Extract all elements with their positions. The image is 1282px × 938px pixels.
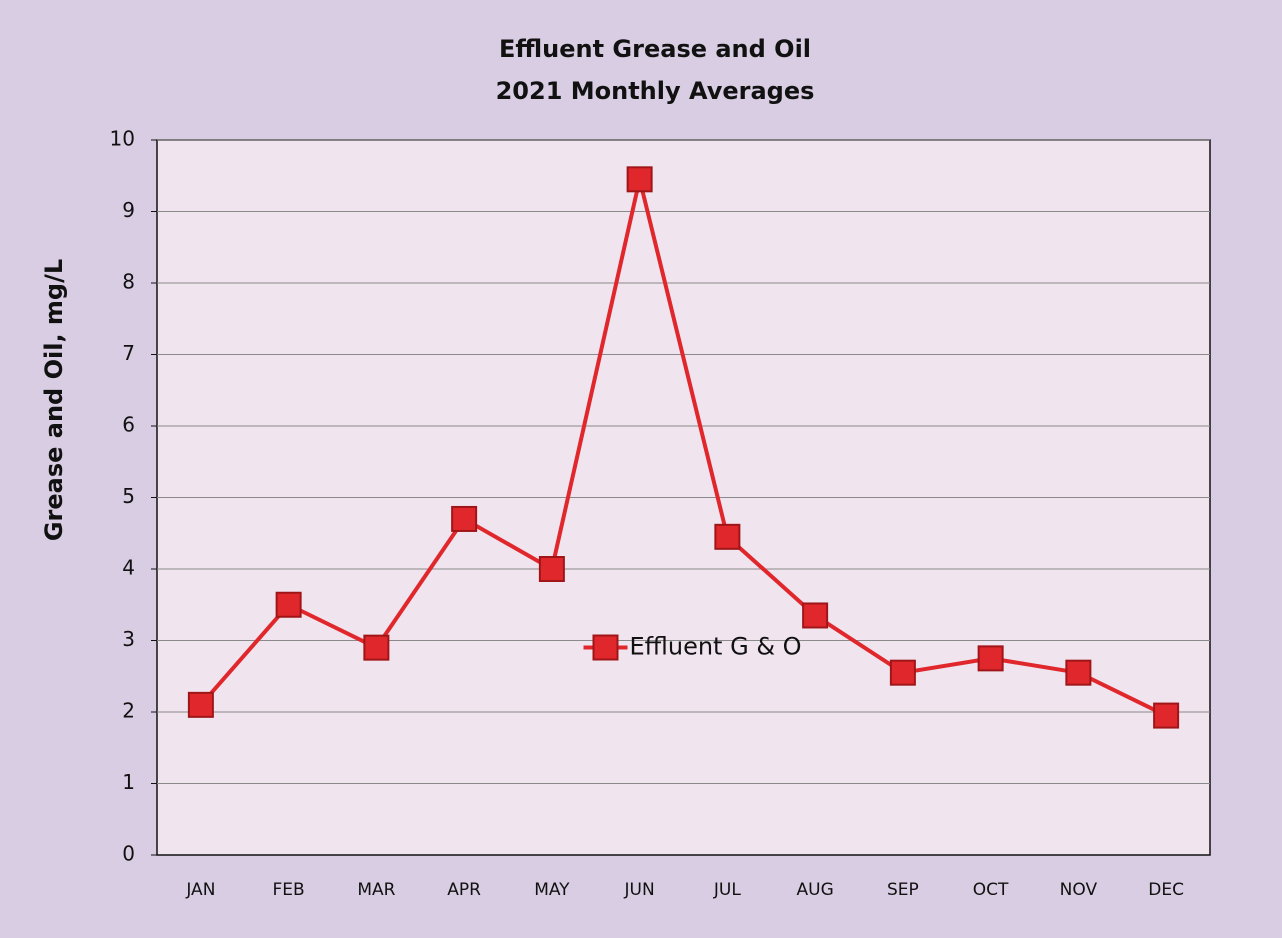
marker	[187, 691, 214, 718]
y-tick-label: 3	[122, 627, 135, 651]
x-tick-label: MAY	[534, 880, 570, 900]
x-tick-label: JUL	[713, 880, 741, 900]
marker	[363, 634, 390, 661]
x-tick-label: SEP	[887, 880, 919, 900]
chart-subtitle: 2021 Monthly Averages	[496, 77, 815, 105]
marker	[626, 166, 653, 193]
y-tick-label: 7	[122, 341, 135, 365]
legend-label: Effluent G & O	[630, 633, 802, 661]
chart-title: Effluent Grease and Oil	[499, 35, 811, 63]
y-tick-label: 4	[122, 556, 135, 580]
marker	[1065, 659, 1092, 686]
y-tick-label: 5	[122, 484, 135, 508]
y-tick-label: 10	[110, 127, 135, 151]
x-tick-label: DEC	[1148, 880, 1184, 900]
x-tick-label: OCT	[973, 880, 1009, 900]
x-tick-label: AUG	[797, 880, 834, 900]
marker	[275, 591, 302, 618]
marker	[889, 659, 916, 686]
marker	[977, 645, 1004, 672]
marker	[714, 523, 741, 550]
x-tick-label: JAN	[185, 880, 215, 900]
series-line	[199, 177, 1168, 718]
x-tick-label: FEB	[273, 880, 305, 900]
legend-marker	[592, 634, 619, 661]
marker	[451, 505, 478, 532]
y-tick-label: 2	[122, 699, 135, 723]
y-tick-label: 6	[122, 413, 135, 437]
marker	[538, 556, 565, 582]
marker	[1153, 702, 1180, 729]
x-tick-label: MAR	[357, 880, 395, 900]
x-tick-label: NOV	[1060, 880, 1098, 900]
x-tick-label: APR	[447, 880, 481, 900]
y-tick-label: 1	[122, 770, 135, 794]
y-tick-label: 9	[122, 198, 135, 222]
y-tick-label: 8	[122, 270, 135, 294]
y-axis-label: Grease and Oil, mg/L	[40, 259, 68, 541]
x-tick-label: JUN	[624, 880, 655, 900]
y-tick-label: 0	[122, 842, 135, 866]
marker	[802, 602, 829, 629]
